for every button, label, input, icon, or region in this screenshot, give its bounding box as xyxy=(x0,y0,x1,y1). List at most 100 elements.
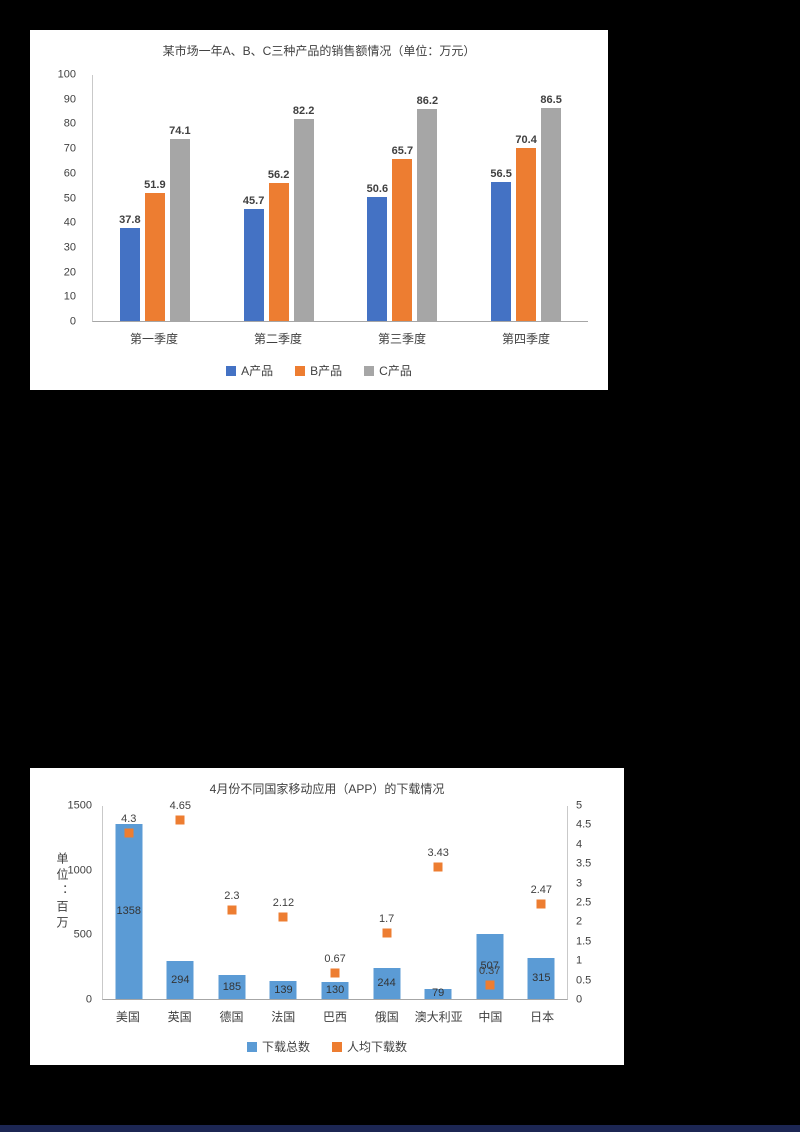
right-axis-tick-label: 1.5 xyxy=(576,935,592,948)
x-axis-country-label: 德国 xyxy=(219,1010,244,1024)
left-axis-tick-label: 1500 xyxy=(67,799,92,812)
bar-with-label: 37.8 xyxy=(119,75,141,321)
y-axis-tick-label: 20 xyxy=(63,266,76,279)
download-total-bar: 79 xyxy=(424,988,452,999)
bar-group: 50.6 65.7 86.2 xyxy=(341,75,465,321)
bar-B产品 xyxy=(144,193,165,321)
right-axis-tick-label: 3 xyxy=(576,877,583,890)
bar-C产品 xyxy=(541,108,562,321)
bar-with-label: 56.2 xyxy=(267,75,290,321)
legend-label: A产品 xyxy=(241,364,274,378)
bar-value-label: 50.6 xyxy=(366,182,389,195)
bar-value-label: 244 xyxy=(377,976,396,989)
bar-value-label: 294 xyxy=(171,973,190,986)
x-axis-category-label: 第一季度 xyxy=(129,332,178,346)
right-axis-tick-label: 1 xyxy=(576,954,583,967)
point-value-label: 3.43 xyxy=(427,846,449,859)
country-group: 1358 4.3 xyxy=(103,806,155,999)
left-axis-tick-label: 1000 xyxy=(67,864,92,877)
y-axis-tick-label: 70 xyxy=(63,142,76,155)
bar-with-label: 70.4 xyxy=(515,75,537,321)
legend-swatch xyxy=(364,365,375,376)
bar-with-label: 74.1 xyxy=(169,75,191,321)
bar-with-label: 45.7 xyxy=(242,75,265,321)
legend-item: 人均下载数 xyxy=(332,1038,407,1055)
y-axis-tick-label: 40 xyxy=(63,216,76,229)
legend: 下载总数 人均下载数 xyxy=(30,1038,624,1055)
download-total-bar: 244 xyxy=(373,967,401,999)
bar-with-label: 56.5 xyxy=(490,75,512,321)
legend: A产品 B产品 C产品 xyxy=(30,362,608,379)
x-axis-country-label: 美国 xyxy=(115,1010,140,1024)
point-value-label: 1.7 xyxy=(378,913,395,926)
right-axis-tick-label: 0 xyxy=(576,993,583,1006)
per-capita-marker xyxy=(382,928,392,938)
country-group: 79 3.43 xyxy=(412,806,464,999)
x-axis: 第一季度 第二季度 第三季度 第四季度 xyxy=(92,330,588,347)
per-capita-marker xyxy=(433,862,443,872)
point-value-label: 0.67 xyxy=(324,953,346,966)
point-value-label: 4.3 xyxy=(121,813,137,826)
y-axis-tick-label: 100 xyxy=(57,68,76,81)
download-total-bar: 185 xyxy=(218,975,246,999)
bar-value-label: 139 xyxy=(274,983,293,996)
bar-value-label: 56.5 xyxy=(490,168,512,181)
x-axis-country-label: 英国 xyxy=(167,1010,192,1024)
bar-value-label: 82.2 xyxy=(292,104,315,117)
right-axis-tick-label: 2.5 xyxy=(576,896,592,909)
bar-A产品 xyxy=(119,228,140,321)
right-axis-tick-label: 5 xyxy=(576,799,583,812)
right-axis-tick-label: 4 xyxy=(576,838,583,851)
per-capita-marker xyxy=(124,828,134,838)
bar-value-label: 45.7 xyxy=(242,194,265,207)
legend-swatch xyxy=(226,365,237,376)
bar-C产品 xyxy=(293,118,314,321)
left-axis-unit-label: 单位：百万 xyxy=(55,852,69,932)
bar-value-label: 185 xyxy=(222,980,242,993)
footer-bar xyxy=(0,1125,800,1132)
bar-A产品 xyxy=(243,208,264,321)
country-group: 185 2.3 xyxy=(206,806,258,999)
country-group: 244 1.7 xyxy=(361,806,413,999)
bar-with-label: 86.5 xyxy=(540,75,562,321)
per-capita-marker xyxy=(485,980,495,990)
download-total-bar: 1358 xyxy=(115,824,143,999)
right-y-axis: 5 4.5 4 3.5 3 2.5 2 1.5 1 0.5 0 xyxy=(572,800,608,1005)
y-axis-tick-label: 90 xyxy=(63,93,76,106)
y-axis-tick-label: 60 xyxy=(63,167,76,180)
bar-with-label: 86.2 xyxy=(417,75,438,321)
left-axis-tick-label: 500 xyxy=(73,928,92,941)
legend-item: C产品 xyxy=(364,362,412,379)
per-capita-marker xyxy=(330,968,340,978)
legend-swatch xyxy=(246,1041,257,1052)
bar-B产品 xyxy=(392,159,413,321)
bar-B产品 xyxy=(268,182,289,321)
bar-value-label: 315 xyxy=(532,972,551,985)
right-axis-tick-label: 4.5 xyxy=(576,818,592,831)
bar-with-label: 50.6 xyxy=(366,75,389,321)
x-axis-category-label: 第三季度 xyxy=(377,332,426,346)
point-value-label: 0.37 xyxy=(479,964,501,977)
right-axis-tick-label: 2 xyxy=(576,915,583,928)
bar-with-label: 82.2 xyxy=(292,75,315,321)
bar-C产品 xyxy=(169,138,190,321)
x-axis-category-label: 第四季度 xyxy=(501,332,550,346)
point-value-label: 2.3 xyxy=(224,890,240,903)
x-axis-country-label: 俄国 xyxy=(374,1010,399,1024)
point-value-label: 2.12 xyxy=(272,897,295,910)
bar-value-label: 56.2 xyxy=(267,168,290,181)
y-axis-tick-label: 80 xyxy=(63,117,76,130)
legend-swatch xyxy=(295,365,306,376)
left-axis-tick-label: 0 xyxy=(85,993,92,1006)
y-axis-tick-label: 30 xyxy=(63,241,76,254)
bar-with-label: 65.7 xyxy=(392,75,413,321)
bar-value-label: 74.1 xyxy=(169,124,191,137)
bar-group: 37.8 51.9 74.1 xyxy=(93,75,217,321)
bar-value-label: 37.8 xyxy=(119,214,141,227)
download-total-bar: 139 xyxy=(269,981,297,999)
legend-label: C产品 xyxy=(379,364,412,378)
download-total-bar: 130 xyxy=(321,982,349,999)
bar-B产品 xyxy=(516,147,537,321)
y-axis: 100 90 80 70 60 50 40 30 20 10 0 xyxy=(44,69,84,327)
chart-title: 某市场一年A、B、C三种产品的销售额情况（单位：万元） xyxy=(162,44,476,58)
